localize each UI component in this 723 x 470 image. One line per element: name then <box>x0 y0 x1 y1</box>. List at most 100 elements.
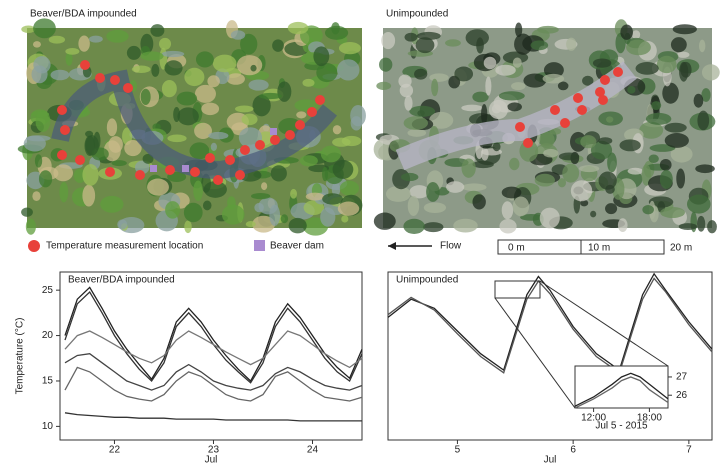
vegetation <box>694 94 704 108</box>
vegetation <box>537 26 559 34</box>
vegetation <box>665 133 689 148</box>
location-dot <box>80 60 90 70</box>
vegetation <box>300 155 318 166</box>
vegetation <box>49 36 65 44</box>
vegetation <box>499 219 516 234</box>
vegetation <box>340 181 359 196</box>
vegetation <box>222 205 245 225</box>
vegetation <box>302 79 314 87</box>
vegetation <box>82 164 98 186</box>
vegetation <box>605 203 617 214</box>
vegetation <box>31 111 49 117</box>
location-dot <box>135 170 145 180</box>
vegetation <box>322 167 328 181</box>
location-dot <box>57 105 67 115</box>
vegetation <box>660 207 685 218</box>
vegetation <box>35 154 42 167</box>
vegetation <box>535 174 555 187</box>
vegetation <box>454 66 473 81</box>
vegetation <box>502 201 513 219</box>
vegetation <box>540 208 560 229</box>
flow-arrowhead <box>388 242 396 250</box>
vegetation <box>316 63 337 82</box>
vegetation <box>237 55 262 75</box>
vegetation <box>407 129 426 137</box>
vegetation <box>607 153 617 173</box>
vegetation <box>566 38 576 51</box>
scale-label: 10 m <box>588 243 610 254</box>
vegetation <box>499 91 525 100</box>
vegetation <box>445 39 461 46</box>
photos <box>18 18 720 235</box>
vegetation <box>251 193 270 199</box>
vegetation <box>117 219 127 229</box>
vegetation <box>231 30 245 39</box>
vegetation <box>679 223 697 230</box>
page: Beaver/BDA impounded Unimpounded Tempera… <box>0 0 723 470</box>
vegetation <box>558 82 569 91</box>
y-tick-label: 25 <box>42 285 54 296</box>
location-dot <box>57 150 67 160</box>
vegetation <box>208 132 228 140</box>
location-dot <box>213 175 223 185</box>
location-dot <box>270 135 280 145</box>
vegetation <box>82 185 95 207</box>
photo-title: Unimpounded <box>386 9 448 20</box>
vegetation <box>405 33 418 42</box>
location-dot <box>235 170 245 180</box>
vegetation <box>414 69 427 80</box>
plot-frame <box>388 272 712 440</box>
location-dot <box>165 165 175 175</box>
vegetation <box>242 114 258 126</box>
vegetation <box>401 173 418 181</box>
x-tick-label: 6 <box>570 445 576 456</box>
vegetation <box>403 219 424 234</box>
x-axis-title: Jul 5 - 2015 <box>595 421 648 432</box>
location-dot <box>613 67 623 77</box>
vegetation <box>248 79 268 90</box>
vegetation <box>132 66 151 73</box>
vegetation <box>53 164 73 181</box>
vegetation <box>162 51 185 57</box>
vegetation <box>687 194 711 213</box>
vegetation <box>26 135 51 141</box>
chart-title: Unimpounded <box>396 275 458 286</box>
vegetation <box>484 57 497 70</box>
vegetation <box>409 106 435 117</box>
location-dot <box>225 155 235 165</box>
vegetation <box>462 159 476 178</box>
vegetation <box>271 165 287 181</box>
vegetation <box>288 22 309 34</box>
vegetation <box>108 136 122 153</box>
legend-swatch <box>254 240 265 251</box>
vegetation <box>51 70 70 80</box>
vegetation <box>404 116 428 130</box>
vegetation <box>627 86 635 94</box>
location-dot <box>190 167 200 177</box>
vegetation <box>559 153 579 161</box>
y-tick-label: 20 <box>42 330 54 341</box>
vegetation <box>571 180 592 201</box>
x-tick-label: 24 <box>307 445 319 456</box>
vegetation <box>65 48 79 55</box>
vegetation <box>598 137 612 144</box>
location-dot <box>205 153 215 163</box>
vegetation <box>184 203 203 223</box>
dam-marker <box>150 165 157 172</box>
flow-label: Flow <box>440 241 462 252</box>
vegetation <box>193 180 203 201</box>
vegetation <box>261 182 267 190</box>
vegetation <box>211 143 217 151</box>
photo-title: Beaver/BDA impounded <box>30 9 137 20</box>
vegetation <box>195 85 216 103</box>
vegetation <box>150 24 164 37</box>
vegetation <box>177 92 197 106</box>
vegetation <box>321 146 341 163</box>
vegetation <box>677 52 689 58</box>
vegetation <box>697 216 705 232</box>
vegetation <box>606 116 613 122</box>
vegetation <box>507 102 522 111</box>
vegetation <box>511 82 525 90</box>
vegetation <box>562 164 579 183</box>
vegetation <box>632 30 640 39</box>
